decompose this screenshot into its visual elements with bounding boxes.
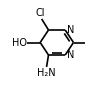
Text: H₂N: H₂N — [37, 68, 56, 78]
Text: Cl: Cl — [36, 8, 45, 18]
Text: N: N — [67, 25, 74, 35]
Text: N: N — [67, 50, 74, 60]
Text: HO: HO — [12, 37, 27, 48]
